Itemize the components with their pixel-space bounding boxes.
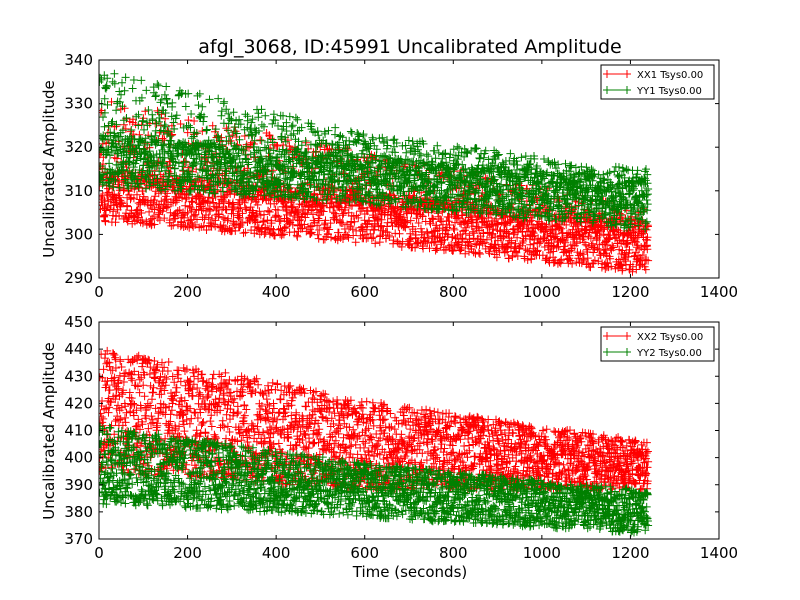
y-tick-label: 310 — [64, 182, 93, 200]
legend-marker — [603, 70, 631, 78]
x-tick-label: 600 — [350, 283, 379, 301]
y-tick-label: 370 — [64, 530, 93, 548]
y-tick-label: 340 — [64, 51, 93, 69]
x-tick-label: 200 — [173, 544, 202, 562]
scatter-markers — [99, 69, 653, 234]
x-tick-label: 1200 — [611, 283, 649, 301]
y-tick-label: 410 — [64, 422, 93, 440]
x-tick-label: 800 — [439, 283, 468, 301]
legend-label: XX2 Tsys0.00 — [637, 332, 703, 343]
top-axes-frame — [98, 59, 720, 279]
x-tick-label: 200 — [173, 283, 202, 301]
y-tick-label: 300 — [64, 225, 93, 243]
bottom-y-axis-label: Uncalibrated Amplitude — [40, 342, 58, 519]
top-axis-ticks: 0 200 400 600 800 1000 1200 1400 290 300 310 320 330… — [64, 51, 738, 301]
y-tick-label: 450 — [64, 313, 93, 331]
x-tick-label: 1200 — [611, 544, 649, 562]
y-tick-label: 420 — [64, 394, 93, 412]
x-tick-label: 0 — [94, 544, 104, 562]
x-tick-label: 1400 — [700, 283, 738, 301]
bottom-plot-area — [99, 346, 653, 537]
y-tick-label: 320 — [64, 138, 93, 156]
y-tick-label: 380 — [64, 503, 93, 521]
x-tick-label: 1000 — [523, 544, 561, 562]
legend-box — [600, 326, 715, 362]
legend-label: XX1 Tsys0.00 — [637, 70, 703, 81]
y-tick-label: 430 — [64, 367, 93, 385]
x-tick-label: 800 — [439, 544, 468, 562]
legend-marker — [603, 86, 631, 94]
chart-title: afgl_3068, ID:45991 Uncalibrated Amplitu… — [198, 36, 621, 58]
x-tick-label: 400 — [262, 544, 291, 562]
y-tick-label: 440 — [64, 340, 93, 358]
legend-marker — [603, 348, 631, 356]
top-legend: XX1 Tsys0.00 YY1 Tsys0.00 — [600, 64, 715, 100]
y-tick-label: 290 — [64, 269, 93, 287]
legend-marker — [603, 332, 631, 340]
y-tick-label: 400 — [64, 449, 93, 467]
top-subplot: afgl_3068, ID:45991 Uncalibrated Amplitu… — [40, 36, 738, 301]
top-plot-area — [99, 69, 653, 276]
scatter-markers — [99, 422, 653, 537]
x-axis-label: Time (seconds) — [352, 563, 468, 581]
series-yy1-points — [99, 69, 653, 234]
x-tick-label: 1000 — [523, 283, 561, 301]
bottom-subplot: 0 200 400 600 800 1000 1200 1400 370 380 390 400 410… — [40, 313, 738, 581]
x-tick-label: 1400 — [700, 544, 738, 562]
x-tick-label: 600 — [350, 544, 379, 562]
bottom-axis-ticks: 0 200 400 600 800 1000 1200 1400 370 380 390 400 410… — [64, 313, 738, 562]
x-tick-label: 0 — [94, 283, 104, 301]
bottom-legend: XX2 Tsys0.00 YY2 Tsys0.00 — [600, 326, 715, 362]
y-tick-label: 330 — [64, 95, 93, 113]
top-y-axis-label: Uncalibrated Amplitude — [40, 80, 58, 257]
legend-box — [600, 64, 715, 100]
series-yy2-points — [99, 422, 653, 537]
legend-label: YY2 Tsys0.00 — [636, 348, 702, 359]
y-tick-label: 390 — [64, 476, 93, 494]
x-tick-label: 400 — [262, 283, 291, 301]
legend-label: YY1 Tsys0.00 — [636, 86, 702, 97]
